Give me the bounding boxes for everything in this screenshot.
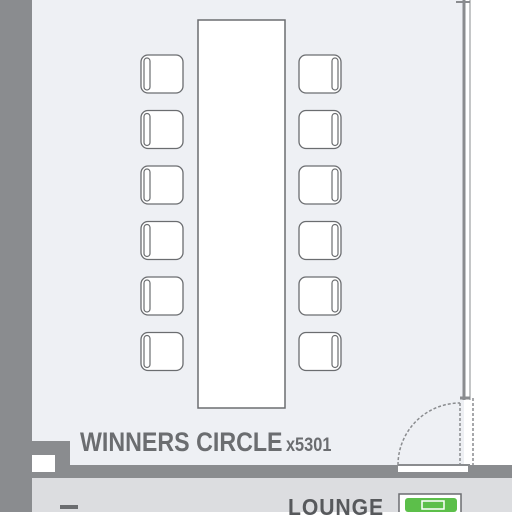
chair-left-2 [140,109,184,150]
room-floor-lower [70,441,464,465]
chair-left-4 [140,220,184,261]
conference-table [197,19,286,409]
chair-left-5 [140,276,184,316]
door-swing-icon [397,398,474,470]
chairs-left-side [140,54,184,372]
chair-left-3 [140,165,184,205]
lounge-floor-bar [60,505,78,509]
chair-left-6 [140,331,184,372]
wall-bottom-left-vertical [55,441,70,471]
wall-left [0,0,32,512]
chair-left-1 [140,54,184,94]
room-extension: x5301 [285,435,332,456]
chairs-right-side [298,54,342,372]
room-label: WINNERS CIRCLE x5301 [80,427,331,458]
chair-right-2 [298,109,342,150]
lounge-wall-top [32,472,512,478]
exit-sign-icon [398,493,462,512]
wall-bottom [55,465,398,472]
chair-right-3 [298,165,342,205]
chair-right-4 [298,220,342,261]
room-name: WINNERS CIRCLE [80,427,283,457]
wall-bottom-right [468,465,512,472]
lounge-label: LOUNGE [288,494,385,520]
chair-right-1 [298,54,342,94]
chair-right-6 [298,331,342,372]
chair-right-5 [298,276,342,316]
